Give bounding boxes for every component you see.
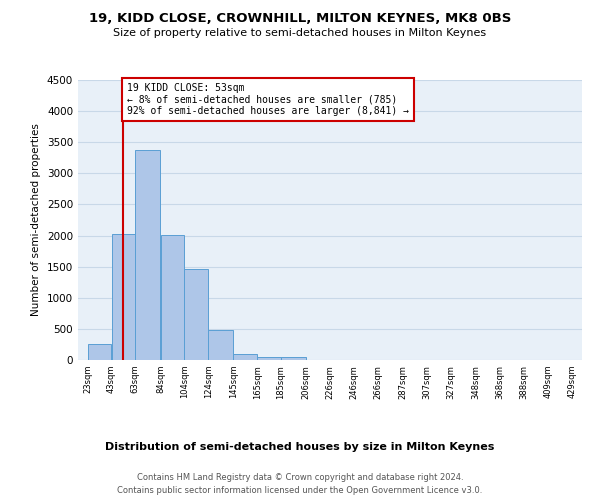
Bar: [208, 330, 233, 360]
Text: Distribution of semi-detached houses by size in Milton Keynes: Distribution of semi-detached houses by …: [106, 442, 494, 452]
Bar: [257, 356, 281, 360]
Bar: [88, 344, 112, 360]
Bar: [112, 234, 135, 360]
Y-axis label: Number of semi-detached properties: Number of semi-detached properties: [31, 124, 41, 316]
Bar: [281, 357, 306, 360]
Text: 19 KIDD CLOSE: 53sqm
← 8% of semi-detached houses are smaller (785)
92% of semi-: 19 KIDD CLOSE: 53sqm ← 8% of semi-detach…: [127, 83, 409, 116]
Bar: [136, 150, 160, 360]
Bar: [184, 269, 208, 360]
Text: 19, KIDD CLOSE, CROWNHILL, MILTON KEYNES, MK8 0BS: 19, KIDD CLOSE, CROWNHILL, MILTON KEYNES…: [89, 12, 511, 26]
Bar: [161, 235, 184, 360]
Text: Contains HM Land Registry data © Crown copyright and database right 2024.: Contains HM Land Registry data © Crown c…: [137, 472, 463, 482]
Text: Size of property relative to semi-detached houses in Milton Keynes: Size of property relative to semi-detach…: [113, 28, 487, 38]
Text: Contains public sector information licensed under the Open Government Licence v3: Contains public sector information licen…: [118, 486, 482, 495]
Bar: [233, 354, 257, 360]
